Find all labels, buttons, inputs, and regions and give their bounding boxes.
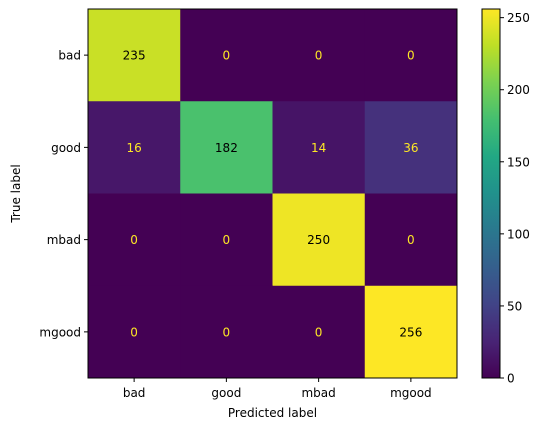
cell-value-label: 0 bbox=[407, 49, 415, 63]
cell-value-label: 16 bbox=[126, 141, 141, 155]
cell-value-label: 0 bbox=[223, 49, 231, 63]
cell-value-label: 256 bbox=[399, 325, 422, 339]
colorbar-tick-label: 50 bbox=[507, 299, 522, 313]
cell-value-label: 0 bbox=[315, 49, 323, 63]
colorbar-tick-label: 200 bbox=[507, 83, 530, 97]
heatmap-cell bbox=[180, 9, 273, 102]
cell-value-label: 0 bbox=[130, 233, 138, 247]
heatmap-cell bbox=[180, 101, 273, 194]
colorbar-tick-label: 100 bbox=[507, 227, 530, 241]
heatmap-cells: 235 0 0 0 16 182 14 36 0 0 250 0 0 0 0 256 bbox=[88, 9, 458, 379]
heatmap-cell bbox=[364, 285, 458, 379]
colorbar-tick-label: 0 bbox=[507, 372, 515, 386]
heatmap-cell bbox=[364, 101, 458, 194]
cell-value-label: 36 bbox=[403, 141, 418, 155]
heatmap-cell bbox=[88, 9, 181, 102]
x-tick-label: mbad bbox=[301, 386, 335, 400]
heatmap-cell bbox=[180, 285, 273, 379]
x-tick-label: good bbox=[211, 386, 241, 400]
heatmap-cell bbox=[272, 101, 366, 194]
heatmap-cell bbox=[272, 193, 366, 287]
y-axis-ticks: bad good mbad mgood bbox=[39, 49, 88, 339]
x-tick-label: mgood bbox=[390, 386, 432, 400]
cell-value-label: 14 bbox=[311, 141, 326, 155]
cell-value-label: 0 bbox=[130, 325, 138, 339]
heatmap-cell bbox=[272, 285, 366, 379]
cell-value-label: 0 bbox=[407, 233, 415, 247]
cell-value-label: 0 bbox=[315, 325, 323, 339]
cell-value-label: 0 bbox=[223, 325, 231, 339]
y-tick-label: bad bbox=[58, 49, 81, 63]
plot-frame bbox=[87, 8, 458, 379]
x-axis-label: Predicted label bbox=[228, 406, 317, 420]
heatmap-cell bbox=[180, 193, 273, 287]
y-axis-label: True label bbox=[9, 164, 23, 223]
heatmap-cell bbox=[364, 9, 458, 102]
y-tick-label: mgood bbox=[39, 325, 81, 339]
x-tick-label: bad bbox=[123, 386, 146, 400]
y-tick-label: good bbox=[51, 141, 81, 155]
colorbar-tick-label: 250 bbox=[507, 11, 530, 25]
cell-value-label: 0 bbox=[223, 233, 231, 247]
heatmap-cell bbox=[272, 9, 366, 102]
cell-value-label: 235 bbox=[123, 49, 146, 63]
heatmap-cell bbox=[88, 101, 181, 194]
x-axis-ticks: bad good mbad mgood bbox=[123, 378, 432, 400]
heatmap-cell bbox=[88, 285, 181, 379]
colorbar-tick-label: 150 bbox=[507, 155, 530, 169]
colorbar bbox=[481, 8, 501, 379]
heatmap-cell bbox=[364, 193, 458, 287]
cell-value-label: 250 bbox=[307, 233, 330, 247]
cell-value-label: 182 bbox=[215, 141, 238, 155]
heatmap-cell bbox=[88, 193, 181, 287]
colorbar-ticks: 0 50 100 150 200 250 bbox=[500, 11, 530, 386]
y-tick-label: mbad bbox=[47, 233, 81, 247]
